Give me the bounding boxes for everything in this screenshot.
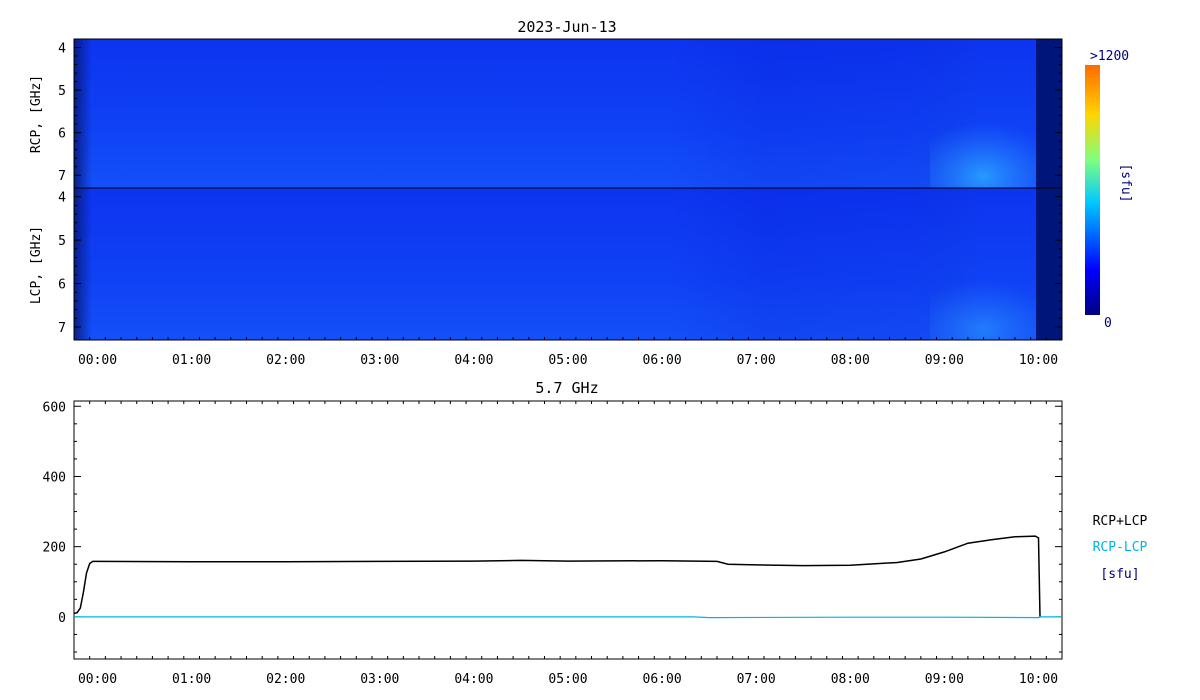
rcp-dark-band-end — [1036, 39, 1062, 188]
legend-unit: [sfu] — [1100, 567, 1139, 582]
spectrogram-time-ticks: 00:00 01:00 02:00 03:00 04:00 05:00 06:00 07:00… — [73, 337, 1063, 368]
lcp-panel-frame — [73, 187, 1063, 341]
lcp-frequency-ticks: 4 5 6 7 — [58, 191, 1062, 336]
rcp-heatmap-time-shading — [74, 39, 1062, 188]
line-chart-title: 5.7 GHz — [535, 379, 598, 397]
rcp-frequency-tick-label: 7 — [58, 169, 66, 184]
line-chart-time-tick-label: 10:00 — [1019, 672, 1058, 687]
rcp-axis-label: RCP, [GHz] — [29, 75, 44, 153]
lcp-frequency-tick-label: 4 — [58, 191, 66, 206]
line-chart-y-tick-label: 0 — [58, 611, 66, 626]
spectrogram-time-tick-label: 02:00 — [266, 353, 305, 368]
lcp-frequency-tick-label: 6 — [58, 278, 66, 293]
colorbar-min-label: 0 — [1104, 316, 1112, 331]
rcp-spectrogram — [73, 38, 1063, 189]
colorbar-unit-label: [sfu] — [1118, 163, 1133, 202]
spectrogram-time-tick-label: 07:00 — [737, 353, 776, 368]
line-chart-time-tick-label: 05:00 — [548, 672, 587, 687]
lcp-frequency-tick-label: 7 — [58, 321, 66, 336]
lcp-dark-band-end — [1036, 188, 1062, 340]
lcp-bright-region — [930, 270, 1036, 340]
spectrogram-time-tick-label: 01:00 — [172, 353, 211, 368]
line-chart-frame — [73, 400, 1063, 660]
line-chart-time-tick-label: 08:00 — [831, 672, 870, 687]
spectrogram-time-tick-label: 00:00 — [78, 353, 117, 368]
line-chart-time-ticks: 00:00 01:00 02:00 03:00 04:00 05:00 06:00 07:00… — [73, 401, 1063, 687]
rcp-frequency-ticks: 4 5 6 7 — [58, 42, 1062, 184]
line-chart-time-tick-label: 02:00 — [266, 672, 305, 687]
spectrogram-time-tick-label: 09:00 — [925, 353, 964, 368]
line-chart-time-tick-label: 03:00 — [360, 672, 399, 687]
legend-entry-rcp-minus-lcp: RCP-LCP — [1093, 540, 1148, 555]
line-chart-time-tick-label: 07:00 — [737, 672, 776, 687]
lcp-spectrogram — [73, 187, 1063, 341]
chart-title: 2023-Jun-13 — [517, 18, 616, 36]
legend: RCP+LCP RCP-LCP [sfu] — [1093, 514, 1148, 582]
line-chart-time-tick-label: 01:00 — [172, 672, 211, 687]
spectrogram-time-tick-label: 05:00 — [548, 353, 587, 368]
spectrogram-time-tick-label: 03:00 — [360, 353, 399, 368]
rcp-frequency-tick-label: 5 — [58, 84, 66, 99]
line-chart-time-tick-label: 04:00 — [454, 672, 493, 687]
line-chart-time-tick-label: 00:00 — [78, 672, 117, 687]
line-chart-y-tick-label: 200 — [43, 541, 66, 556]
colorbar-gradient — [1085, 65, 1100, 315]
lcp-heatmap-time-shading — [74, 188, 1062, 340]
rcp-frequency-tick-label: 4 — [58, 42, 66, 57]
line-chart-y-tick-label: 400 — [43, 470, 66, 485]
line-chart-time-tick-label: 09:00 — [925, 672, 964, 687]
series-rcp-minus-lcp-line — [74, 616, 1062, 619]
line-chart-time-tick-label: 06:00 — [643, 672, 682, 687]
lcp-frequency-tick-label: 5 — [58, 234, 66, 249]
legend-entry-rcp-plus-lcp: RCP+LCP — [1093, 514, 1148, 529]
spectrogram-time-tick-label: 06:00 — [643, 353, 682, 368]
colorbar: >1200 0 [sfu] — [1085, 49, 1133, 331]
line-chart-y-tick-label: 600 — [43, 400, 66, 415]
rcp-bright-region — [930, 110, 1036, 188]
spectrogram-time-tick-label: 08:00 — [831, 353, 870, 368]
lcp-axis-label: LCP, [GHz] — [29, 226, 44, 304]
rcp-frequency-tick-label: 6 — [58, 127, 66, 142]
spectrogram-time-tick-label: 10:00 — [1019, 353, 1058, 368]
series-rcp-plus-lcp-line — [73, 535, 1041, 617]
line-chart-series — [73, 535, 1062, 619]
spectrogram-time-tick-label: 04:00 — [454, 353, 493, 368]
colorbar-max-label: >1200 — [1090, 49, 1129, 64]
